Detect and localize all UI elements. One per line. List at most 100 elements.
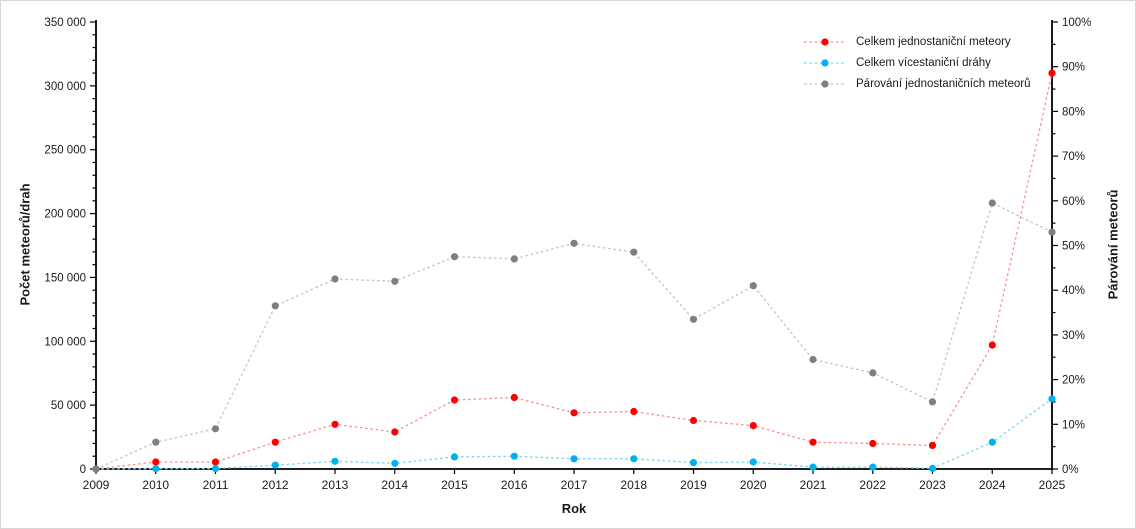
data-point bbox=[570, 239, 578, 247]
legend-marker-icon bbox=[804, 58, 846, 67]
data-point bbox=[1048, 395, 1056, 403]
legend-label: Celkem vícestaniční dráhy bbox=[856, 56, 991, 69]
data-point bbox=[809, 463, 817, 471]
y-left-tick-label: 250 000 bbox=[44, 145, 86, 157]
data-point bbox=[271, 438, 279, 446]
y-axis-title-right: Párování meteorů bbox=[1105, 189, 1121, 300]
data-point bbox=[928, 464, 937, 472]
legend-marker-icon bbox=[804, 79, 846, 88]
data-point bbox=[271, 302, 279, 310]
y-left-tick-label: 300 000 bbox=[44, 81, 86, 93]
y-left-tick-label: 100 000 bbox=[44, 336, 86, 348]
series-multi-station-orbits bbox=[92, 395, 1056, 473]
y-right-tick-label: 100% bbox=[1062, 17, 1091, 29]
data-point bbox=[92, 465, 100, 473]
legend-item: Párování jednostaničních meteorů bbox=[803, 73, 1031, 94]
data-point bbox=[689, 315, 698, 323]
data-point bbox=[450, 453, 459, 461]
data-point bbox=[630, 455, 638, 463]
data-point bbox=[331, 420, 339, 428]
data-point bbox=[331, 275, 339, 283]
data-point bbox=[510, 255, 518, 263]
data-point bbox=[450, 396, 459, 404]
data-point bbox=[749, 282, 757, 290]
x-axis-title: Rok bbox=[561, 501, 587, 516]
legend-label: Párování jednostaničních meteorů bbox=[856, 77, 1031, 90]
data-point bbox=[450, 253, 459, 261]
data-point bbox=[570, 455, 578, 463]
x-tick-label: 2012 bbox=[262, 478, 289, 492]
data-point bbox=[211, 425, 220, 433]
data-point bbox=[152, 458, 160, 466]
y-left-tick-label: 0 bbox=[80, 464, 86, 476]
x-tick-label: 2022 bbox=[859, 478, 886, 492]
x-tick-label: 2015 bbox=[441, 478, 468, 492]
y-right-tick-label: 10% bbox=[1062, 419, 1085, 431]
data-point bbox=[988, 341, 996, 349]
y-right-tick-label: 30% bbox=[1062, 330, 1085, 342]
y-right-tick-label: 80% bbox=[1062, 106, 1085, 118]
legend-label: Celkem jednostaniční meteory bbox=[856, 35, 1011, 48]
x-tick-label: 2023 bbox=[919, 478, 946, 492]
legend-item: Celkem vícestaniční dráhy bbox=[803, 52, 1031, 73]
data-point bbox=[152, 465, 160, 473]
data-point bbox=[211, 458, 220, 466]
x-tick-label: 2009 bbox=[83, 478, 110, 492]
data-point bbox=[988, 438, 996, 446]
data-point bbox=[749, 458, 757, 466]
y-left-tick-label: 150 000 bbox=[44, 272, 86, 284]
data-point bbox=[510, 452, 518, 460]
x-tick-label: 2017 bbox=[561, 478, 588, 492]
data-point bbox=[809, 355, 817, 364]
data-point bbox=[928, 441, 937, 449]
y-right-tick-label: 40% bbox=[1062, 285, 1085, 297]
y-right-tick-label: 60% bbox=[1062, 196, 1085, 208]
data-point bbox=[809, 438, 817, 446]
legend-item: Celkem jednostaniční meteory bbox=[803, 31, 1031, 52]
data-point bbox=[928, 398, 937, 406]
data-point bbox=[689, 459, 698, 467]
x-tick-label: 2013 bbox=[322, 478, 349, 492]
data-point bbox=[211, 465, 220, 473]
data-point bbox=[271, 461, 279, 469]
y-right-tick-label: 0% bbox=[1062, 464, 1079, 476]
data-point bbox=[630, 248, 638, 256]
data-point bbox=[869, 439, 877, 448]
legend-marker-icon bbox=[804, 37, 846, 46]
x-tick-label: 2021 bbox=[800, 478, 827, 492]
legend: Celkem jednostaniční meteory Celkem víces… bbox=[803, 31, 1031, 94]
x-tick-label: 2011 bbox=[203, 478, 229, 492]
y-right-tick-label: 70% bbox=[1062, 151, 1085, 163]
data-point bbox=[689, 416, 698, 425]
y-axis-title-left: Počet meteorů/drah bbox=[17, 183, 33, 306]
x-tick-label: 2020 bbox=[740, 478, 767, 492]
x-tick-label: 2024 bbox=[979, 478, 1006, 492]
x-tick-label: 2016 bbox=[501, 478, 528, 492]
x-tick-label: 2019 bbox=[680, 478, 707, 492]
data-point bbox=[570, 409, 578, 417]
data-point bbox=[869, 369, 877, 377]
y-right-tick-label: 20% bbox=[1062, 375, 1085, 387]
data-point bbox=[988, 199, 996, 207]
data-point bbox=[152, 438, 160, 446]
data-point bbox=[391, 428, 399, 436]
data-point bbox=[1048, 228, 1056, 236]
data-point bbox=[331, 457, 339, 465]
series-single-station-meteors bbox=[92, 69, 1056, 473]
y-right-tick-label: 50% bbox=[1062, 241, 1085, 253]
data-point bbox=[1048, 69, 1056, 77]
x-tick-label: 2018 bbox=[620, 478, 647, 492]
data-point bbox=[391, 459, 399, 467]
x-tick-label: 2010 bbox=[142, 478, 169, 492]
y-right-tick-label: 90% bbox=[1062, 62, 1085, 74]
data-point bbox=[630, 407, 638, 416]
data-point bbox=[869, 463, 877, 471]
x-tick-label: 2025 bbox=[1039, 478, 1066, 492]
data-point bbox=[391, 277, 399, 285]
x-tick-label: 2014 bbox=[381, 478, 408, 492]
data-point bbox=[749, 422, 757, 430]
y-left-tick-label: 350 000 bbox=[44, 17, 86, 29]
series-pairing-percent bbox=[92, 199, 1056, 473]
